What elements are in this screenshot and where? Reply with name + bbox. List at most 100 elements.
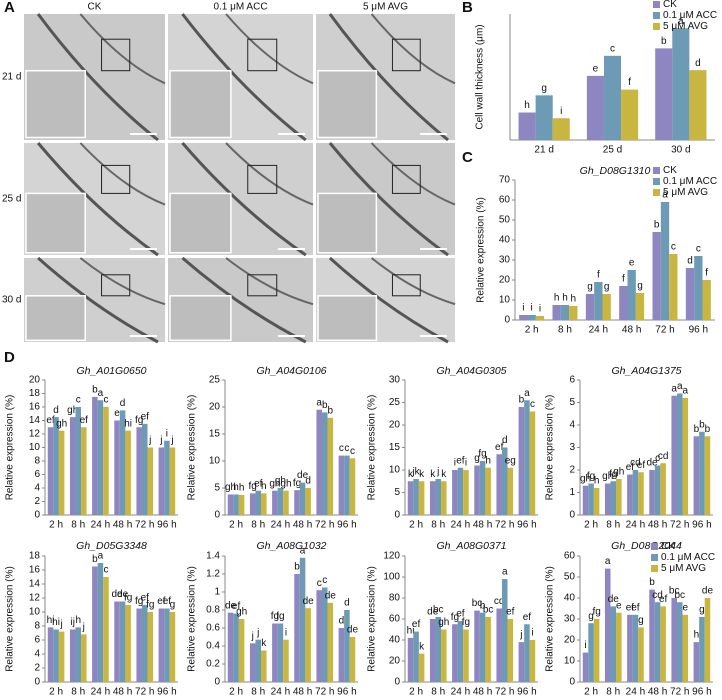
- significance-letter: h: [594, 476, 600, 487]
- cell-wall: [225, 13, 314, 85]
- bar: [141, 423, 148, 515]
- cell-wall: [79, 13, 166, 85]
- significance-letter: gh: [613, 467, 624, 478]
- bar: [58, 430, 65, 515]
- bar: [604, 483, 611, 515]
- x-tick-label: 2 h: [584, 520, 598, 531]
- legend-label: 5 μM AVG: [663, 187, 708, 198]
- y-tick-label: 12: [29, 429, 41, 440]
- significance-letter: f: [628, 77, 631, 88]
- bar: [277, 623, 284, 682]
- significance-letter: j: [159, 435, 162, 446]
- x-tick-label: 24 h: [451, 687, 470, 698]
- y-tick-label: 15: [209, 429, 221, 440]
- significance-letter: ef: [631, 602, 640, 613]
- y-tick-label: 30: [499, 255, 511, 266]
- significance-letter: g: [588, 611, 594, 622]
- bar: [501, 579, 508, 682]
- bar: [147, 447, 154, 515]
- significance-letter: k: [419, 641, 425, 652]
- chart-title: Gh_D05G3348: [76, 540, 147, 552]
- bar: [518, 112, 536, 140]
- significance-letter: ef: [456, 455, 465, 466]
- bar: [164, 608, 170, 682]
- bar: [344, 610, 350, 682]
- y-tick-label: 10: [564, 656, 576, 667]
- x-tick-label: 72 h: [670, 520, 689, 531]
- bar: [689, 70, 707, 140]
- x-tick-label: 96 h: [337, 520, 356, 531]
- bar: [660, 463, 666, 515]
- bar: [238, 619, 245, 682]
- significance-letter: a: [316, 397, 322, 408]
- bar: [413, 479, 419, 515]
- significance-letter: i: [454, 458, 456, 469]
- significance-letter: fg: [587, 471, 595, 482]
- significance-letter: de: [117, 589, 129, 600]
- bar: [479, 612, 486, 682]
- y-tick-label: 20: [389, 420, 401, 431]
- significance-letter: de: [111, 589, 123, 600]
- cell-wall: [225, 257, 314, 306]
- bar: [654, 465, 661, 515]
- x-tick-label: 24 h: [626, 520, 645, 531]
- x-tick-label: 48 h: [648, 520, 667, 531]
- chart-title: Gh_A08G0371: [436, 540, 506, 552]
- significance-letter: h: [233, 482, 239, 493]
- chart-title: Gh_A01G0650: [76, 365, 146, 377]
- significance-letter: b: [661, 36, 667, 47]
- significance-letter: gh: [580, 473, 591, 484]
- y-tick-label: 25: [209, 375, 221, 386]
- bar: [227, 494, 234, 515]
- y-tick-label: 30: [564, 614, 576, 625]
- significance-letter: g: [170, 600, 176, 611]
- x-tick-label: 72 h: [135, 687, 154, 698]
- bar: [496, 608, 502, 682]
- x-tick-label: 96 h: [337, 687, 356, 698]
- bar: [58, 631, 65, 682]
- y-tick-label: 5: [394, 487, 400, 498]
- significance-letter: b: [649, 577, 655, 588]
- significance-letter: h: [261, 481, 267, 492]
- x-tick-label: 72 h: [315, 687, 334, 698]
- significance-letter: i: [531, 303, 533, 314]
- significance-letter: j: [170, 435, 173, 446]
- y-tick-label: 120: [383, 551, 400, 562]
- y-tick-label: 14: [29, 415, 41, 426]
- significance-letter: d: [53, 405, 59, 416]
- bar: [676, 602, 683, 682]
- bar: [527, 315, 536, 320]
- bar: [621, 89, 639, 140]
- bar: [635, 293, 645, 320]
- significance-letter: c: [103, 565, 108, 576]
- bar: [169, 447, 176, 515]
- column-label: 5 μM AVG: [363, 2, 408, 13]
- y-tick-label: 20: [499, 275, 511, 286]
- significance-letter: i: [539, 304, 541, 315]
- significance-letter: i: [285, 627, 287, 638]
- significance-letter: j: [519, 630, 522, 641]
- y-tick-label: 40: [499, 235, 511, 246]
- x-tick-label: 8 h: [606, 520, 620, 531]
- significance-letter: g: [541, 83, 547, 94]
- bar: [441, 629, 447, 682]
- bar: [616, 479, 622, 515]
- bar: [283, 639, 289, 682]
- significance-letter: h: [562, 293, 568, 304]
- x-tick-label: 24 h: [626, 687, 645, 698]
- bar: [693, 642, 700, 682]
- bar: [474, 610, 480, 682]
- significance-letter: g: [637, 281, 643, 292]
- y-tick-label: 12: [29, 593, 41, 604]
- y-tick-label: 20: [209, 402, 221, 413]
- x-tick-label: 8 h: [606, 687, 620, 698]
- x-tick-label: 8 h: [431, 520, 445, 531]
- significance-letter: de: [608, 594, 620, 605]
- cell-wall: [181, 13, 307, 142]
- bar: [338, 628, 345, 682]
- significance-letter: b: [519, 395, 525, 406]
- x-tick-label: 48 h: [648, 687, 667, 698]
- y-tick-label: 0: [34, 677, 40, 688]
- y-tick-label: 6: [34, 635, 40, 646]
